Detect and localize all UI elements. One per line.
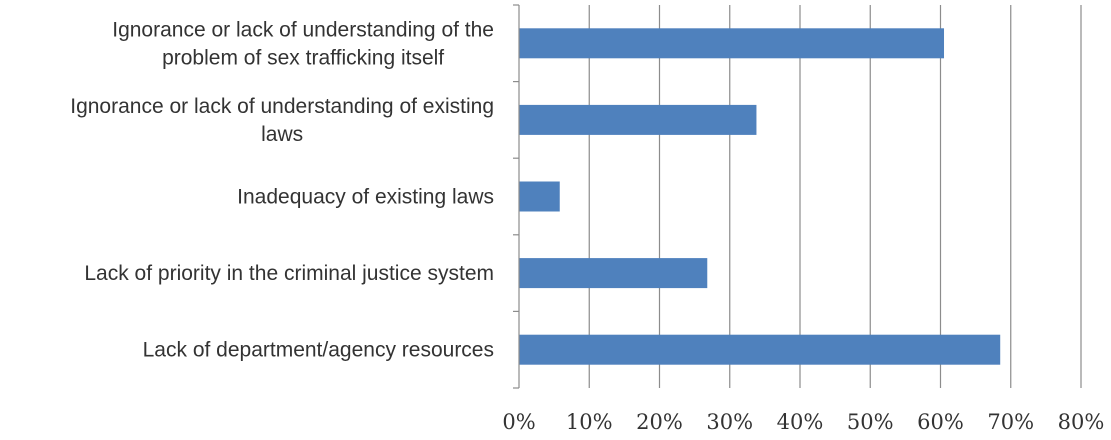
x-tick-labels: 0% 10% 20% 30% 40% 50% 60% 70% 80%: [502, 410, 1104, 434]
category-labels: Ignorance or lack of understanding of th…: [70, 18, 494, 361]
x-tick-label: 80%: [1058, 410, 1105, 434]
x-tick-label: 10%: [566, 410, 613, 434]
bar: [519, 181, 560, 212]
x-tick-label: 60%: [917, 410, 964, 434]
gridlines: [588, 5, 1082, 388]
category-label: Lack of priority in the criminal justice…: [84, 262, 494, 285]
x-tick-label: 20%: [636, 410, 683, 434]
x-tick-label: 30%: [706, 410, 753, 434]
x-tick-label: 50%: [847, 410, 894, 434]
x-tick-label: 70%: [987, 410, 1034, 434]
category-label: Inadequacy of existing laws: [237, 186, 494, 209]
category-label: Ignorance or lack of understanding of ex…: [70, 95, 494, 118]
category-label: problem of sex trafficking itself: [162, 46, 444, 69]
x-tick-label: 0%: [502, 410, 535, 434]
bar: [519, 334, 1001, 365]
x-tick-label: 40%: [777, 410, 824, 434]
bar: [519, 28, 945, 59]
category-label: Ignorance or lack of understanding of th…: [112, 18, 494, 41]
category-label: laws: [261, 123, 303, 146]
bar: [519, 104, 757, 135]
category-label: Lack of department/agency resources: [143, 339, 494, 362]
axes: [513, 4, 520, 389]
bar: [519, 258, 708, 289]
bars: [519, 28, 1001, 365]
